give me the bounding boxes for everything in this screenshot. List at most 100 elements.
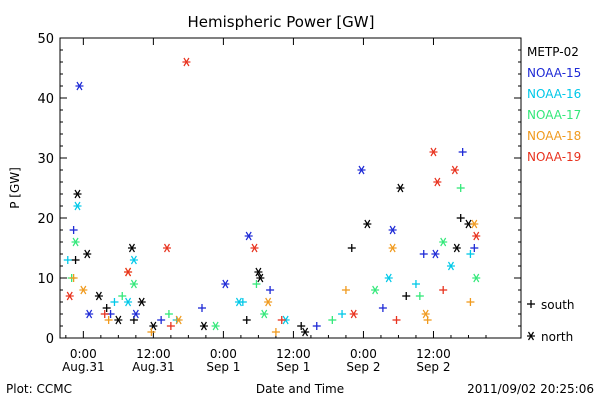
plot-credit: Plot: CCMC: [6, 382, 72, 396]
x-tick-label-date: Sep 1: [206, 360, 240, 374]
metp-02-north-point: [363, 219, 372, 229]
legend-entry: NOAA-15: [527, 66, 581, 80]
y-tick-label: 20: [37, 212, 54, 227]
noaa-19-north-point: [124, 267, 133, 277]
noaa-17-north-point: [71, 237, 80, 247]
noaa-18-south-point: [147, 328, 156, 336]
noaa-18-north-point: [79, 285, 88, 295]
noaa-17-north-point: [260, 309, 269, 319]
noaa-15-south-point: [378, 304, 387, 312]
noaa-17-north-point: [371, 285, 380, 295]
metp-02-south-point: [102, 304, 111, 312]
metp-02-north-point: [127, 243, 136, 253]
metp-02-north-point: [396, 183, 405, 193]
metp-02-south-point: [297, 322, 306, 330]
noaa-18-north-point: [388, 243, 397, 253]
metp-02-north-point: [256, 273, 265, 283]
metp-02-north-point: [149, 321, 158, 331]
noaa-15-north-point: [221, 279, 230, 289]
x-tick-label-date: Sep 2: [416, 360, 450, 374]
chart-title: Hemispheric Power [GW]: [188, 13, 375, 31]
metp-02-north-point: [73, 189, 82, 199]
data-points: [63, 57, 481, 337]
noaa-15-south-point: [419, 250, 428, 258]
noaa-19-south-point: [392, 316, 401, 324]
noaa-19-north-point: [349, 309, 358, 319]
metp-02-north-point: [83, 249, 92, 259]
metp-02-south-point: [242, 316, 251, 324]
x-tick-label-time: 12:00: [276, 347, 311, 361]
noaa-16-south-point: [110, 298, 119, 306]
y-tick-label: 10: [37, 272, 54, 287]
noaa-15-north-point: [357, 165, 366, 175]
legend-entry: NOAA-19: [527, 150, 581, 164]
noaa-19-south-point: [100, 310, 109, 318]
noaa-17-south-point: [164, 310, 173, 318]
noaa-15-south-point: [197, 304, 206, 312]
y-axis-ticks: 0 10 20 30 40 50: [37, 32, 521, 347]
noaa-19-north-point: [433, 177, 442, 187]
x-tick-label-date: Sep 2: [346, 360, 380, 374]
noaa-17-north-point: [211, 321, 220, 331]
x-tick-label-time: 0:00: [210, 347, 237, 361]
noaa-15-south-point: [157, 316, 166, 324]
legend-entry: NOAA-16: [527, 87, 581, 101]
x-tick-label-date: Aug.31: [62, 360, 105, 374]
noaa-15-north-point: [85, 309, 94, 319]
metp-02-north-point: [114, 315, 123, 325]
x-tick-label-date: Sep 1: [276, 360, 310, 374]
legend: METP-02 NOAA-15 NOAA-16 NOAA-17 NOAA-18 NOAA-…: [527, 45, 581, 344]
noaa-18-north-point: [264, 297, 273, 307]
x-axis-label: Date and Time: [256, 382, 344, 396]
noaa-15-north-point: [131, 309, 140, 319]
metp-02-south-point: [456, 214, 465, 222]
metp-02-north-point: [301, 327, 310, 337]
noaa-17-south-point: [456, 184, 465, 192]
noaa-17-south-point: [252, 280, 261, 288]
noaa-17-north-point: [439, 237, 448, 247]
noaa-18-north-point: [470, 219, 479, 229]
noaa-15-south-point: [312, 322, 321, 330]
y-tick-label: 50: [37, 32, 54, 47]
noaa-15-north-point: [75, 81, 84, 91]
noaa-18-north-point: [174, 315, 183, 325]
metp-02-north-point: [254, 267, 263, 277]
metp-02-north-point: [94, 291, 103, 301]
noaa-15-south-point: [470, 244, 479, 252]
noaa-19-north-point: [250, 243, 259, 253]
legend-south-marker: [527, 300, 535, 308]
noaa-19-north-point: [65, 291, 74, 301]
noaa-16-north-point: [73, 201, 82, 211]
noaa-18-south-point: [341, 286, 350, 294]
y-axis-label: P [GW]: [8, 167, 22, 209]
noaa-18-south-point: [271, 328, 280, 336]
legend-south-label: south: [541, 298, 575, 312]
legend-entry: NOAA-17: [527, 108, 581, 122]
noaa-16-south-point: [63, 256, 72, 264]
noaa-16-north-point: [124, 297, 133, 307]
metp-02-north-point: [137, 297, 146, 307]
metp-02-south-point: [347, 244, 356, 252]
metp-02-south-point: [402, 292, 411, 300]
noaa-16-north-point: [234, 297, 243, 307]
noaa-18-south-point: [104, 316, 113, 324]
legend-north-marker: [527, 331, 535, 341]
noaa-16-north-point: [129, 255, 138, 265]
legend-entry: METP-02: [527, 45, 579, 59]
y-tick-label: 0: [46, 332, 54, 347]
noaa-15-south-point: [266, 286, 275, 294]
noaa-18-north-point: [421, 309, 430, 319]
x-tick-label-time: 12:00: [136, 347, 171, 361]
noaa-17-south-point: [118, 292, 127, 300]
y-tick-label: 30: [37, 152, 54, 167]
noaa-16-south-point: [466, 250, 475, 258]
noaa-16-north-point: [446, 261, 455, 271]
noaa-16-south-point: [411, 280, 420, 288]
noaa-15-north-point: [388, 225, 397, 235]
plot-frame: [59, 37, 522, 339]
y-tick-label: 40: [37, 92, 54, 107]
noaa-17-south-point: [328, 316, 337, 324]
x-tick-label-time: 0:00: [70, 347, 97, 361]
noaa-15-north-point: [244, 231, 253, 241]
noaa-19-south-point: [439, 286, 448, 294]
